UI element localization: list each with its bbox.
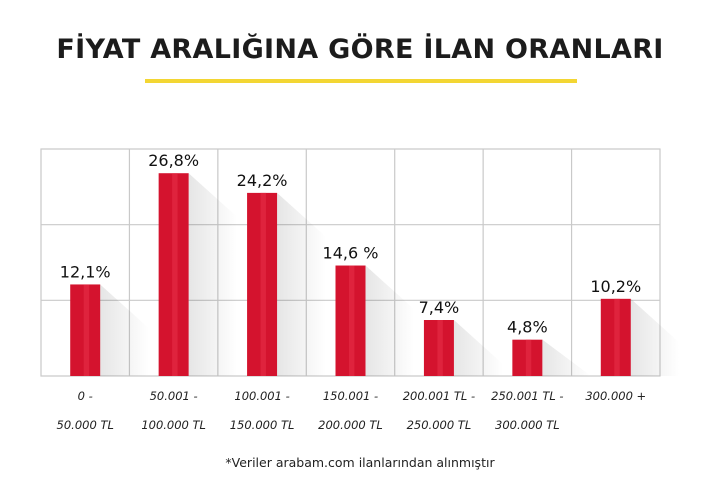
bar-highlight [614, 298, 620, 376]
bar-shadows [100, 173, 680, 376]
category-label: 100.001 - [234, 389, 289, 403]
category-label: 50.001 - [150, 389, 198, 403]
bar-shadow [277, 192, 326, 376]
bar-shadow [365, 265, 415, 376]
bar-highlight [437, 320, 443, 376]
category-label: 300.000 TL [495, 418, 560, 432]
bar-highlight [260, 192, 266, 376]
bar-shadow [188, 173, 238, 376]
bars [70, 173, 631, 376]
bar-shadow [453, 320, 503, 376]
bar-shadow [100, 284, 149, 376]
category-label: 300.000 + [585, 389, 646, 403]
value-label: 10,2% [590, 277, 641, 296]
bar-shadow [630, 298, 680, 376]
bar-highlight [525, 339, 532, 376]
value-label: 14,6 % [323, 244, 379, 263]
bar-chart: 12,1% 26,8% 24,2% 14,6 % 7,4% 4,8% 10,2% 0 - 50… [40, 148, 680, 432]
value-label: 26,8% [148, 151, 199, 170]
bar-shadow [542, 339, 591, 376]
title-underline [145, 79, 577, 83]
value-label: 24,2% [237, 171, 288, 190]
category-label: 50.000 TL [57, 418, 114, 432]
value-labels: 12,1% 26,8% 24,2% 14,6 % 7,4% 4,8% 10,2% [60, 151, 641, 336]
category-label: 250.000 TL [407, 418, 472, 432]
category-label: 0 - [78, 389, 93, 403]
chart-title: FİYAT ARALIĞINA GÖRE İLAN ORANLARI [56, 34, 664, 65]
value-label: 7,4% [419, 298, 460, 317]
category-label: 250.001 TL - [491, 389, 563, 403]
category-label: 150.000 TL [230, 418, 295, 432]
bar-highlight [349, 265, 355, 376]
bar-highlight [83, 284, 90, 376]
category-labels: 0 - 50.000 TL 50.001 - 100.000 TL 100.001 - 1… [57, 389, 647, 432]
category-label: 200.001 TL - [403, 389, 475, 403]
category-label: 200.000 TL [318, 418, 383, 432]
value-label: 4,8% [507, 318, 548, 337]
category-label: 100.000 TL [141, 418, 206, 432]
footnote: *Veriler arabam.com ilanlarından alınmış… [225, 455, 495, 470]
value-label: 12,1% [60, 262, 111, 281]
bar-highlight [172, 173, 178, 376]
category-label: 150.001 - [323, 389, 378, 403]
